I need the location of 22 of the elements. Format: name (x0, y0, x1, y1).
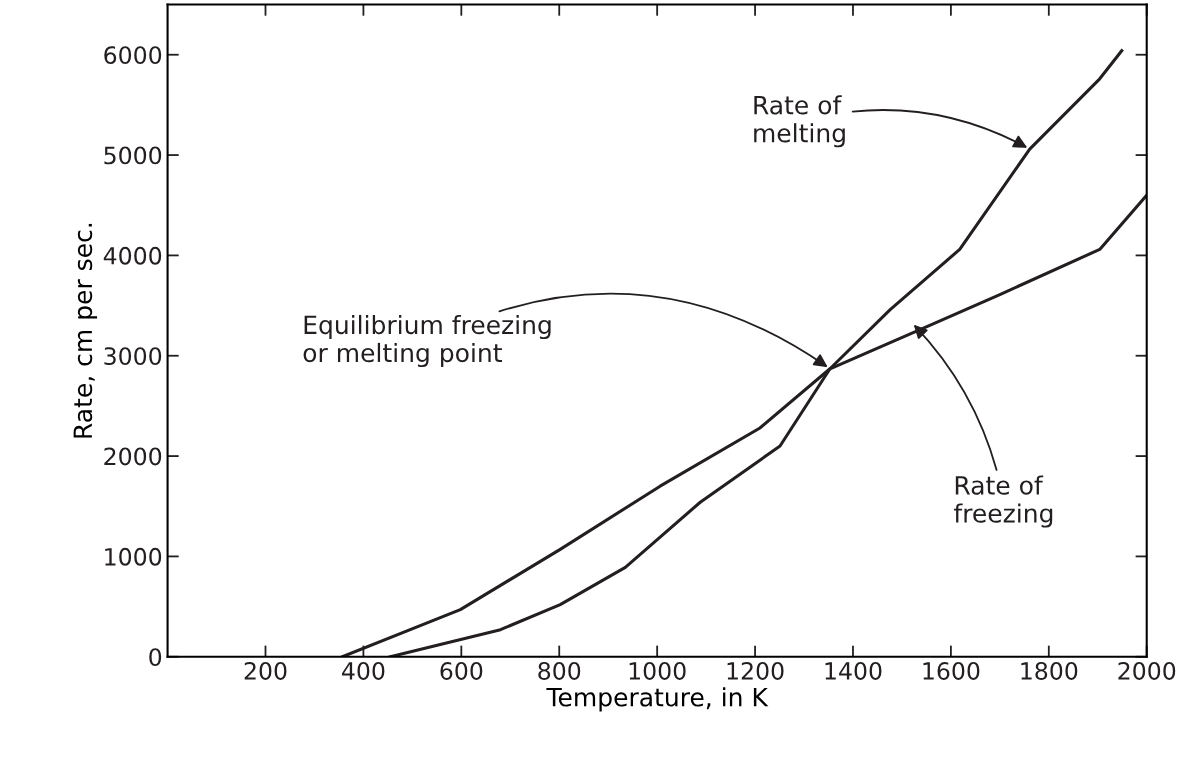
y-tick-label: 6000 (104, 46, 162, 65)
x-tick-label: 200 (244, 662, 287, 680)
x-tick-label: 400 (342, 662, 385, 680)
annotation: Equilibrium freezing or melting point (303, 314, 551, 368)
x-tick-label: 2000 (1118, 662, 1176, 680)
y-axis-title: Rate, cm per sec. (73, 223, 98, 438)
x-tick-label: 600 (440, 662, 483, 680)
y-tick-label: 1000 (105, 547, 162, 566)
y-tick-label: 3000 (104, 347, 162, 366)
y-tick-label: 2000 (104, 447, 162, 466)
x-axis-title: Temperature, in K (546, 687, 769, 712)
x-tick-label: 1000 (629, 662, 686, 680)
annotation: Rate of melting (754, 95, 845, 148)
x-tick-label: 1600 (923, 662, 980, 680)
annotation: Rate of freezing (953, 475, 1053, 528)
x-tick-label: 1800 (1021, 662, 1078, 680)
y-tick-label: 4000 (103, 246, 162, 265)
y-tick-label: 5000 (104, 146, 162, 165)
x-tick-label: 1200 (727, 662, 784, 680)
x-tick-label: 1400 (825, 662, 882, 680)
x-tick-label: 800 (538, 662, 581, 680)
y-tick-label: 0 (149, 648, 162, 667)
